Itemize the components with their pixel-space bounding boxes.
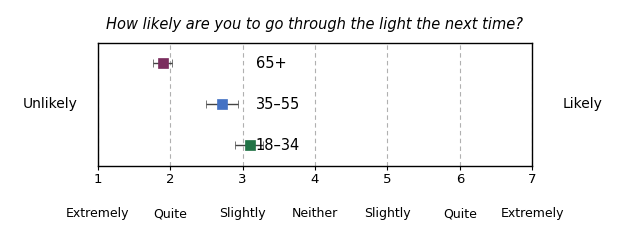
Text: Slightly: Slightly <box>364 207 411 220</box>
Text: 65+: 65+ <box>256 56 286 71</box>
Text: 18–34: 18–34 <box>256 138 300 153</box>
Text: Quite: Quite <box>153 207 187 220</box>
Text: 35–55: 35–55 <box>256 97 300 112</box>
Text: Slightly: Slightly <box>219 207 266 220</box>
Text: How likely are you to go through the light the next time?: How likely are you to go through the lig… <box>106 17 524 32</box>
Text: Quite: Quite <box>443 207 477 220</box>
Text: Extremely: Extremely <box>66 207 129 220</box>
Text: Likely: Likely <box>563 97 603 111</box>
Text: Unlikely: Unlikely <box>23 97 78 111</box>
Text: Neither: Neither <box>292 207 338 220</box>
Text: Extremely: Extremely <box>501 207 564 220</box>
